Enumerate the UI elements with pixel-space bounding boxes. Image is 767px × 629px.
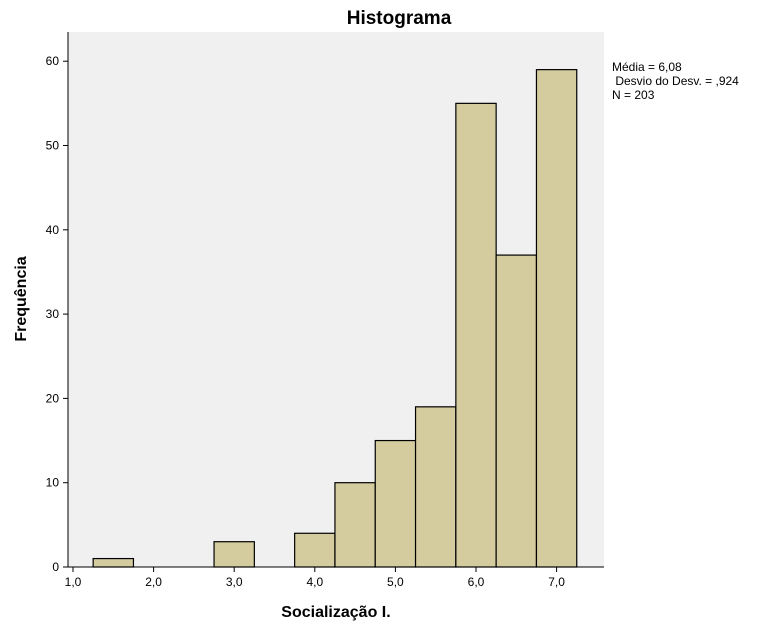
x-tick-label: 5,0: [387, 575, 404, 589]
histogram-bar: [374, 439, 417, 568]
histogram-bar: [294, 532, 336, 568]
histogram-bar: [334, 482, 376, 568]
y-axis-title: Frequência: [13, 256, 30, 341]
stat-n: N = 203: [612, 88, 655, 102]
histogram-bar: [495, 254, 538, 568]
x-axis-title: Socialização I.: [281, 604, 390, 621]
bars-group: [92, 69, 578, 568]
histogram-bar: [535, 69, 578, 568]
y-tick-label: 20: [46, 391, 60, 405]
x-tick-label: 2,0: [145, 575, 162, 589]
x-tick-label: 6,0: [468, 575, 485, 589]
y-tick-label: 0: [52, 560, 59, 574]
y-tick-label: 10: [46, 476, 60, 490]
y-tick-label: 40: [46, 223, 60, 237]
x-tick-label: 1,0: [65, 575, 82, 589]
axes-group: [67, 32, 604, 568]
histogram-bar: [414, 406, 457, 568]
histogram-bar: [213, 541, 255, 568]
y-tick-label: 30: [46, 307, 60, 321]
y-tick-label: 60: [46, 54, 60, 68]
stat-std-dev: Desvio do Desv. = ,924: [612, 74, 739, 88]
x-tick-label: 4,0: [306, 575, 323, 589]
y-ticks-group: 0 10 20 30 40 50 60: [46, 54, 68, 574]
histogram-bar: [92, 557, 135, 568]
x-tick-label: 3,0: [226, 575, 243, 589]
y-tick-label: 50: [46, 139, 60, 153]
x-tick-label: 7,0: [548, 575, 565, 589]
chart-title: Histograma: [347, 8, 452, 29]
x-ticks-group: 1,0 2,0 3,0 4,0 5,0 6,0 7,0: [65, 567, 565, 589]
stat-mean: Média = 6,08: [612, 60, 682, 74]
histogram-bar: [455, 102, 497, 568]
